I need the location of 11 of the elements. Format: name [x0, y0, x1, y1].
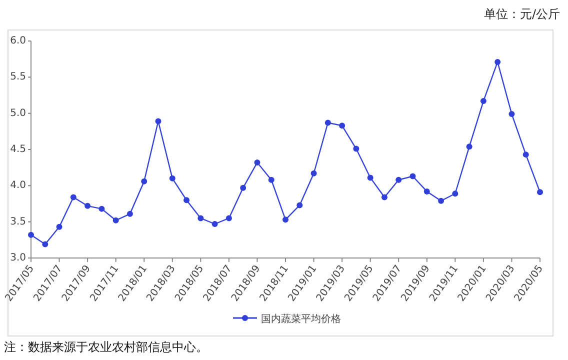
y-tick-label: 4.5	[10, 144, 26, 155]
y-tick-label: 6.0	[10, 36, 26, 46]
annotation: 注：数据来源于农业农村部信息中心。	[4, 340, 208, 354]
y-tick-label: 5.0	[10, 108, 26, 119]
ylabel: 单位：元/公斤	[484, 7, 560, 21]
y-tick-label: 3.0	[10, 252, 26, 264]
y-tick-label: 5.5	[10, 72, 26, 83]
y-tick-label: 4.0	[10, 180, 26, 192]
legend: 国内蔬菜平均价格	[233, 314, 341, 325]
y-tick-label: 3.5	[10, 216, 26, 228]
legend-label: 国内蔬菜平均价格	[261, 313, 341, 325]
